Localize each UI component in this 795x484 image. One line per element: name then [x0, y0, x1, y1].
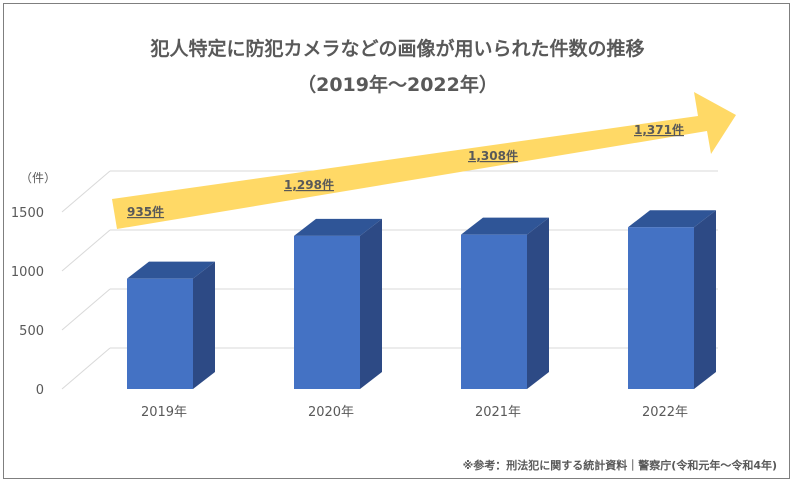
data-label: 1,308件 [468, 148, 518, 163]
x-tick-label: 2021年 [475, 405, 521, 420]
y-tick-label: 500 [19, 324, 44, 339]
gridline-diagonal [61, 170, 111, 213]
x-tick-label: 2020年 [308, 405, 354, 420]
source-note: ※参考：刑法犯に関する統計資料｜警察庁(令和元年～令和4年) [462, 459, 777, 472]
y-axis-unit-label: （件） [20, 171, 57, 185]
x-tick-label: 2019年 [141, 405, 187, 420]
data-label: 935件 [127, 204, 164, 219]
x-axis-tick-labels: 2019年 2020年 2021年 2022年 [141, 405, 688, 420]
gridline-diagonal [61, 347, 111, 390]
bar-side [527, 217, 549, 389]
data-label: 1,298件 [284, 177, 334, 192]
y-tick-label: 0 [36, 383, 44, 398]
trend-arrow-shape [112, 92, 736, 229]
x-tick-label: 2022年 [642, 405, 688, 420]
y-tick-label: 1000 [11, 265, 44, 280]
chart-subtitle: （2019年～2022年） [297, 74, 498, 96]
bar [294, 235, 360, 389]
y-axis-tick-labels: 0 500 1000 1500 [11, 206, 44, 398]
gridline-diagonal [61, 288, 111, 331]
bars [127, 210, 716, 389]
bar-top [294, 218, 382, 236]
bar-top [628, 210, 716, 228]
data-labels: 935件 1,298件 1,308件 1,371件 [127, 122, 684, 219]
trend-arrow [112, 92, 736, 229]
gridline-diagonal [61, 229, 111, 272]
bar [461, 234, 527, 389]
bar-side [694, 210, 716, 389]
y-tick-label: 1500 [11, 206, 44, 221]
bar [628, 227, 694, 389]
bar-top [127, 261, 215, 279]
bar-side [360, 218, 382, 389]
data-label: 1,371件 [634, 122, 684, 137]
bar [127, 278, 193, 389]
bar-side [193, 261, 215, 389]
bar-top [461, 217, 549, 235]
chart-title: 犯人特定に防犯カメラなどの画像が用いられた件数の推移 [150, 38, 645, 60]
